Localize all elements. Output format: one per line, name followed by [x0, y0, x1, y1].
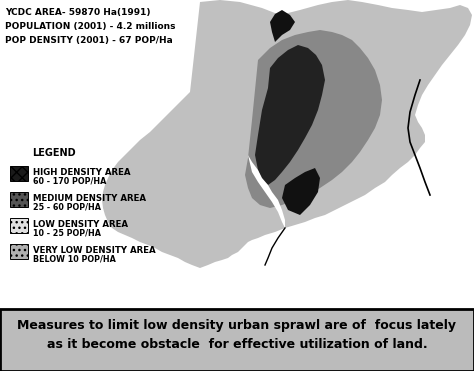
Polygon shape: [245, 30, 382, 208]
Bar: [10, 218, 28, 233]
Polygon shape: [102, 0, 472, 268]
Text: LOW DENSITY AREA: LOW DENSITY AREA: [33, 220, 128, 229]
Text: LEGEND: LEGEND: [32, 148, 76, 158]
Text: 25 - 60 POP/HA: 25 - 60 POP/HA: [33, 203, 101, 212]
Bar: [10, 166, 28, 181]
Bar: [0, 309, 474, 371]
Text: MEDIUM DENSITY AREA: MEDIUM DENSITY AREA: [33, 194, 146, 203]
Bar: [10, 192, 28, 207]
Text: 60 - 170 POP/HA: 60 - 170 POP/HA: [33, 177, 106, 186]
Text: BELOW 10 POP/HA: BELOW 10 POP/HA: [33, 255, 116, 264]
Polygon shape: [282, 168, 320, 215]
Bar: [10, 244, 28, 259]
Polygon shape: [255, 45, 325, 185]
Text: Measures to limit low density urban sprawl are of  focus lately
as it become obs: Measures to limit low density urban spra…: [18, 319, 456, 351]
Polygon shape: [248, 155, 285, 228]
Text: 10 - 25 POP/HA: 10 - 25 POP/HA: [33, 229, 101, 238]
Text: POP DENSITY (2001) - 67 POP/Ha: POP DENSITY (2001) - 67 POP/Ha: [5, 36, 173, 45]
Text: YCDC AREA- 59870 Ha(1991): YCDC AREA- 59870 Ha(1991): [5, 8, 151, 17]
Text: VERY LOW DENSITY AREA: VERY LOW DENSITY AREA: [33, 246, 155, 255]
Text: HIGH DENSITY AREA: HIGH DENSITY AREA: [33, 168, 130, 177]
Text: POPULATION (2001) - 4.2 millions: POPULATION (2001) - 4.2 millions: [5, 22, 175, 31]
Polygon shape: [270, 10, 295, 42]
